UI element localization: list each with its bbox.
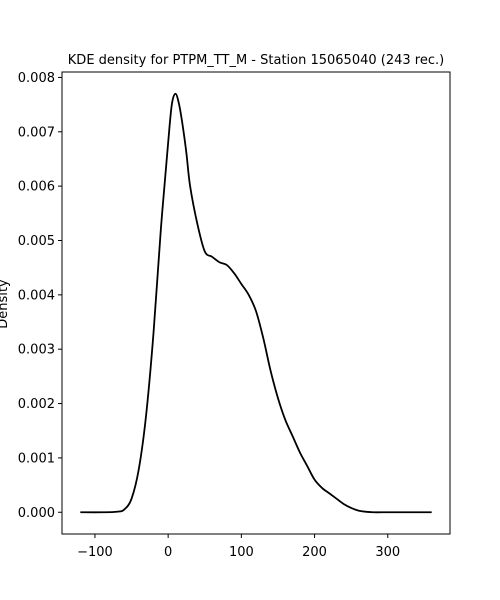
y-tick-label: 0.001 xyxy=(18,451,55,466)
x-axis-ticks: −100 0 100 200 300 xyxy=(77,534,400,560)
density-curve xyxy=(80,92,432,514)
y-tick-label: 0.000 xyxy=(18,506,55,521)
y-axis-ticks: 0.000 0.001 0.002 0.003 0.004 0.005 0.006 0.007… xyxy=(18,71,62,521)
chart-title: KDE density for PTPM_TT_M - Station 1506… xyxy=(68,53,444,68)
y-tick-label: 0.003 xyxy=(18,343,55,358)
plot-frame xyxy=(61,71,451,535)
x-tick-label: 0 xyxy=(164,545,172,560)
y-tick-label: 0.004 xyxy=(18,288,55,303)
y-tick-label: 0.007 xyxy=(18,125,55,140)
x-tick-label: 300 xyxy=(375,545,400,560)
y-tick-label: 0.008 xyxy=(18,71,55,86)
y-tick-label: 0.006 xyxy=(18,180,55,195)
y-tick-label: 0.002 xyxy=(18,397,55,412)
x-tick-label: 200 xyxy=(302,545,327,560)
y-axis-label: Density xyxy=(0,279,11,329)
y-tick-label: 0.005 xyxy=(18,234,55,249)
x-tick-label: 100 xyxy=(229,545,254,560)
x-tick-label: −100 xyxy=(77,545,113,560)
